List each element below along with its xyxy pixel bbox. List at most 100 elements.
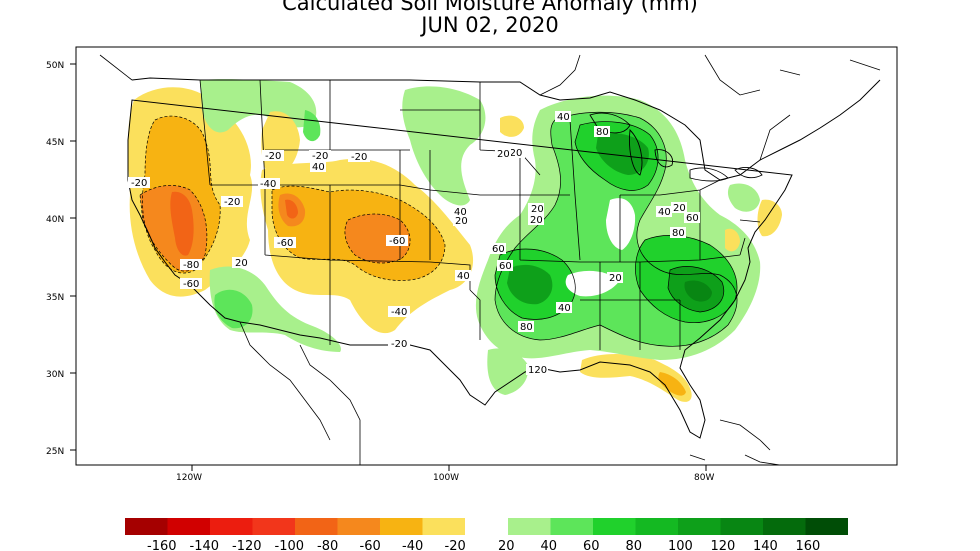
svg-text:60: 60	[499, 261, 512, 272]
dry-florida-mid	[658, 372, 686, 396]
wet-central-deep	[596, 133, 649, 175]
islands-caribbean	[689, 59, 881, 465]
dry-west-severe	[170, 191, 194, 256]
contour-label: 20	[607, 272, 623, 284]
contour-label: 60	[497, 260, 513, 272]
svg-text:20: 20	[531, 204, 544, 215]
contour-label: 20	[671, 202, 687, 214]
svg-text:-60: -60	[389, 236, 405, 247]
svg-text:-60: -60	[183, 279, 199, 290]
map-frame	[75, 46, 898, 466]
dry-minnesota	[500, 115, 524, 137]
contour-label: 60	[490, 243, 506, 255]
wet-southwest-core	[214, 289, 253, 329]
wet-northeast-area	[727, 183, 760, 212]
svg-text:-40: -40	[260, 179, 276, 190]
wet-arkansas-deep	[507, 264, 553, 305]
wet-dakotas-area	[402, 86, 486, 206]
contour-label: -60	[274, 237, 296, 249]
contour-label: -20	[348, 151, 370, 163]
svg-text:-20: -20	[351, 152, 367, 163]
contour-label: 20	[232, 257, 248, 269]
contour-label: 40	[556, 302, 572, 314]
contour-value-labels: -20 -40 -20 -20 -20 -60 -60 -80 -60 -40 …	[128, 111, 700, 376]
dry-northeast-area	[757, 199, 782, 237]
lat-label-50n: 50N	[46, 61, 64, 71]
contour-label: -20	[309, 150, 331, 162]
contour-dry-central	[271, 185, 446, 281]
map-date: JUN 02, 2020	[421, 13, 559, 37]
contour-label: 40	[555, 111, 571, 123]
svg-text:-60: -60	[277, 238, 293, 249]
svg-text:20: 20	[497, 149, 510, 160]
svg-text:40: 40	[557, 112, 570, 123]
svg-text:80: 80	[672, 228, 685, 239]
contour-label: 20	[528, 214, 544, 226]
contour-label: -20	[262, 150, 284, 162]
dry-montana-east	[261, 111, 300, 178]
lat-label-35n: 35N	[46, 293, 64, 303]
svg-text:80: 80	[520, 322, 533, 333]
longitude-axis	[191, 465, 707, 471]
contour-label: -20	[221, 196, 243, 208]
contour-label: -80	[180, 259, 202, 271]
contour-label: 40	[452, 206, 468, 218]
dry-central-strong	[344, 214, 411, 264]
anomaly-shading	[127, 79, 782, 402]
contour-label: -60	[386, 235, 408, 247]
contour-label: -20	[128, 177, 150, 189]
svg-text:80: 80	[596, 127, 609, 138]
svg-text:60: 60	[686, 213, 699, 224]
boundaries	[99, 54, 881, 465]
canada-mexico-borders	[99, 54, 791, 465]
svg-text:-20: -20	[131, 178, 147, 189]
svg-text:20: 20	[609, 273, 622, 284]
svg-text:-20: -20	[312, 151, 328, 162]
contour-label: 20	[528, 203, 544, 215]
lat-label-30n: 30N	[46, 370, 64, 380]
svg-text:40: 40	[558, 303, 571, 314]
contour-label: 120	[526, 364, 548, 376]
svg-text:-20: -20	[224, 197, 240, 208]
svg-text:40: 40	[312, 162, 325, 173]
lat-label-45n: 45N	[46, 138, 64, 148]
svg-text:40: 40	[658, 207, 671, 218]
wet-carolinas-severe	[684, 280, 712, 302]
contour-label: 20	[453, 215, 469, 227]
contour-label: 60	[684, 212, 700, 224]
wet-montana-area	[200, 79, 317, 133]
svg-text:-20: -20	[506, 148, 522, 159]
svg-text:60: 60	[492, 244, 505, 255]
dry-gap-missouri	[565, 270, 620, 297]
contour-label: 40	[656, 206, 672, 218]
wet-montana-core	[303, 110, 321, 142]
dry-gap-ohio-valley	[606, 198, 636, 250]
contour-label: 40	[455, 270, 471, 282]
wet-texas-gulf	[487, 348, 529, 395]
lon-label-120w: 120W	[176, 473, 202, 483]
contour-label: 40	[310, 161, 326, 173]
svg-text:-80: -80	[183, 260, 199, 271]
map-title: Calculated Soil Moisture Anomaly (mm)	[282, 0, 698, 15]
svg-text:-40: -40	[391, 307, 407, 318]
lat-label-25n: 25N	[46, 447, 64, 457]
contour-label: -60	[180, 278, 202, 290]
svg-text:20: 20	[673, 203, 686, 214]
contour-label: -20	[388, 338, 410, 350]
contour-label: 20	[495, 148, 511, 160]
svg-text:-20: -20	[265, 151, 281, 162]
svg-text:-20: -20	[391, 339, 407, 350]
contour-label: 80	[518, 321, 534, 333]
svg-text:20: 20	[235, 258, 248, 269]
contour-label: -40	[258, 178, 280, 190]
lat-label-40n: 40N	[46, 215, 64, 225]
us-outline	[127, 77, 881, 439]
contour-label: -40	[388, 306, 410, 318]
contour-label: -20	[503, 147, 525, 159]
dry-utah-severe	[285, 199, 298, 219]
wet-southwest-area	[209, 266, 341, 352]
contour-label: 80	[670, 227, 686, 239]
lon-label-100w: 100W	[433, 473, 459, 483]
dry-southeast-area	[580, 354, 692, 402]
